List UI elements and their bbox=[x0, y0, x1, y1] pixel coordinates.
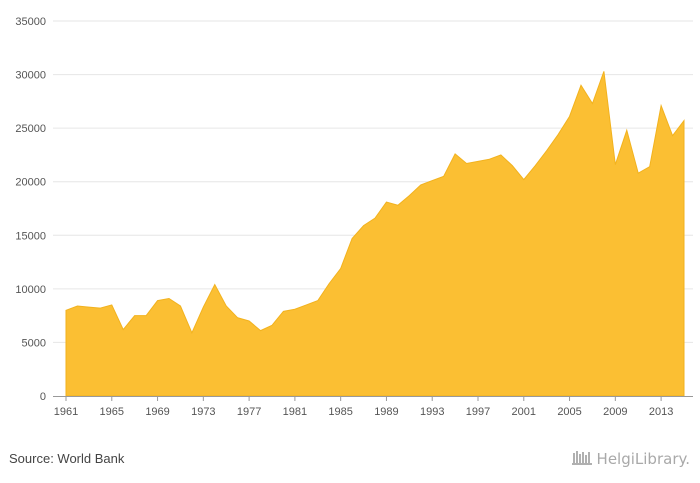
y-tick-label: 15000 bbox=[15, 230, 46, 242]
brand-name: HelgiLibrary. bbox=[596, 450, 690, 468]
x-tick-label: 1969 bbox=[145, 406, 169, 418]
source-note: Source: World Bank bbox=[9, 451, 125, 466]
y-tick-label: 25000 bbox=[15, 123, 46, 135]
y-tick-label: 20000 bbox=[15, 177, 46, 189]
x-tick-label: 1981 bbox=[283, 406, 307, 418]
x-tick-label: 1989 bbox=[374, 406, 398, 418]
x-axis-ticks: 1961 1965 1969 1973 1977 1981 1985 1989 1993 1997… bbox=[54, 396, 673, 418]
x-tick-label: 2009 bbox=[603, 406, 627, 418]
x-tick-label: 1985 bbox=[328, 406, 352, 418]
x-tick-label: 2013 bbox=[649, 406, 673, 418]
y-axis-ticks: 0 5000 10000 15000 20000 25000 30000 35000 bbox=[15, 16, 46, 403]
bookshelf-icon bbox=[571, 449, 594, 469]
x-tick-label: 1961 bbox=[54, 406, 78, 418]
x-tick-label: 1965 bbox=[100, 406, 124, 418]
y-tick-label: 0 bbox=[40, 391, 46, 403]
y-tick-label: 5000 bbox=[22, 337, 46, 349]
x-tick-label: 1977 bbox=[237, 406, 261, 418]
x-tick-label: 1993 bbox=[420, 406, 444, 418]
y-tick-label: 10000 bbox=[15, 284, 46, 296]
x-tick-label: 1973 bbox=[191, 406, 215, 418]
area-chart: 0 5000 10000 15000 20000 25000 30000 35000 1961… bbox=[15, 16, 693, 418]
helgi-library-logo: HelgiLibrary. bbox=[571, 449, 690, 469]
x-tick-label: 2001 bbox=[512, 406, 536, 418]
area-series bbox=[65, 71, 685, 397]
x-tick-label: 1997 bbox=[466, 406, 490, 418]
x-tick-label: 2005 bbox=[557, 406, 581, 418]
y-tick-label: 30000 bbox=[15, 70, 46, 82]
y-tick-label: 35000 bbox=[15, 16, 46, 28]
